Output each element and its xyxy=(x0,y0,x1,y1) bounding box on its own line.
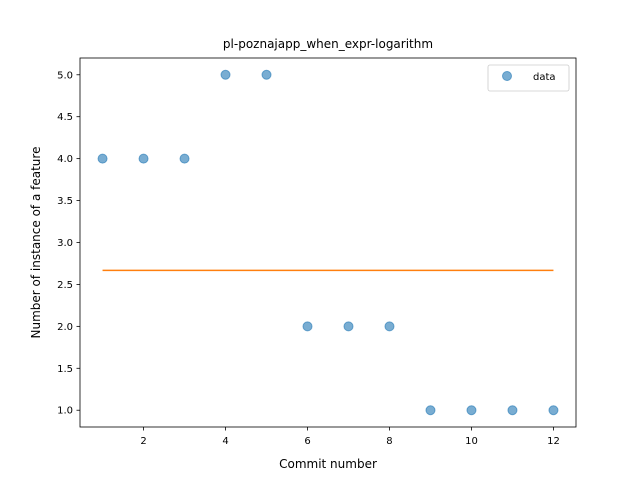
data-point xyxy=(179,153,190,164)
data-point xyxy=(466,405,477,416)
x-tick-label: 10 xyxy=(465,436,478,447)
y-tick-label: 1.0 xyxy=(57,406,73,417)
data-point xyxy=(97,153,108,164)
x-tick-label: 8 xyxy=(386,436,392,447)
data-point xyxy=(384,321,395,332)
y-tick-label: 2.5 xyxy=(57,280,73,291)
data-point xyxy=(302,321,313,332)
y-tick-label: 1.5 xyxy=(57,364,73,375)
data-point xyxy=(343,321,354,332)
data-point xyxy=(261,69,272,80)
plot-area xyxy=(80,58,576,427)
y-tick-label: 5.0 xyxy=(57,70,73,81)
y-axis-label: Number of instance of a feature xyxy=(29,147,43,339)
y-tick-label: 4.0 xyxy=(57,154,73,165)
legend: data xyxy=(487,64,570,92)
data-point xyxy=(138,153,149,164)
x-tick-label: 12 xyxy=(547,436,560,447)
x-tick-label: 4 xyxy=(222,436,228,447)
y-tick-label: 3.5 xyxy=(57,196,73,207)
y-tick-label: 4.5 xyxy=(57,112,73,123)
x-tick-label: 2 xyxy=(140,436,146,447)
data-point xyxy=(548,405,559,416)
y-tick-label: 3.0 xyxy=(57,238,73,249)
legend-box xyxy=(487,64,570,92)
x-axis-label: Commit number xyxy=(279,457,377,471)
data-point xyxy=(507,405,518,416)
x-tick-label: 6 xyxy=(304,436,310,447)
legend-label-data: data xyxy=(533,72,556,83)
data-point xyxy=(220,69,231,80)
chart-title: pl-poznajapp_when_expr-logarithm xyxy=(223,37,433,51)
axis-ticks: 2 4 6 8 10 12 1.0 1.5 2.0 2.5 3.0 3.5 4.0 4.5 5.0 xyxy=(57,70,560,447)
chart-marks xyxy=(97,69,559,416)
legend-marker-data xyxy=(502,71,512,81)
y-tick-label: 2.0 xyxy=(57,322,73,333)
plot-frame xyxy=(79,57,577,428)
data-point xyxy=(425,405,436,416)
